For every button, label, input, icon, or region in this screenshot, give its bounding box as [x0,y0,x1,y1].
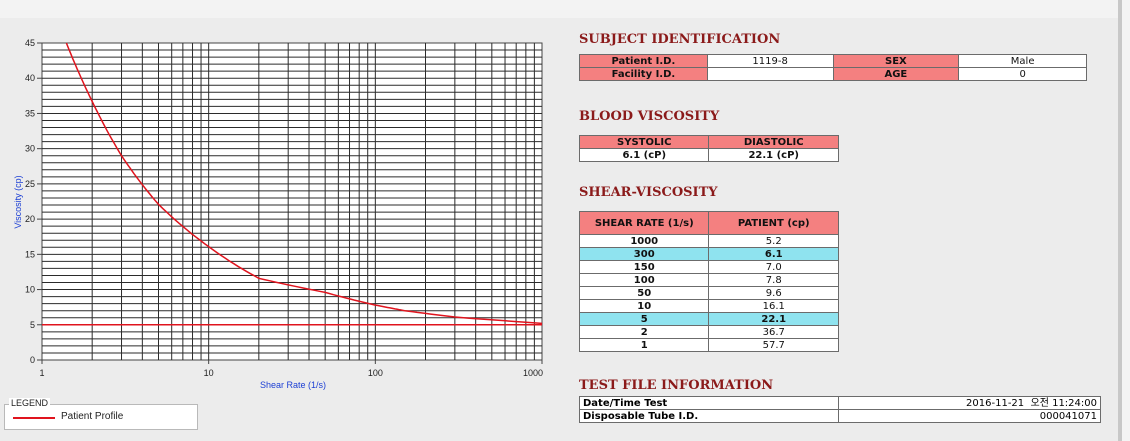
scrollbar-track[interactable] [1118,0,1122,441]
plot-grid [42,43,542,360]
diastolic-header: DIASTOLIC [708,135,839,149]
series-patient-profile-curve [65,42,543,325]
patient-cp-cell: 22.1 [708,312,839,326]
shear-row: 50 9.6 [578,286,839,300]
shear-viscosity-title: SHEAR-VISCOSITY [579,185,718,200]
shear-rate-cell: 150 [578,260,710,274]
shear-rate-cell: 10 [578,299,710,313]
x-tick-label: 1 [39,368,44,378]
window-top-bar [0,0,1130,18]
patient-cp-cell: 16.1 [708,299,839,313]
y-tick-label: 5 [30,320,35,330]
blood-viscosity-value-row: 6.1 (cP) 22.1 (cP) [578,148,839,162]
shear-rate-cell: 50 [578,286,710,300]
y-tick-label: 20 [25,214,35,224]
y-tick-label: 30 [25,144,35,154]
shear-row: 150 7.0 [578,260,839,274]
shear-row: 5 22.1 [578,312,839,326]
series-layer [42,42,543,326]
patient-cp-cell: 36.7 [708,325,839,339]
shear-header-row: SHEAR RATE (1/s) PATIENT (cp) [578,211,839,235]
subject-table: Patient I.D. 1119-8 SEX Male Facility I.… [579,54,1087,81]
blood-viscosity-title: BLOOD VISCOSITY [579,109,720,124]
shear-rate-cell: 100 [578,273,710,287]
y-tick-label: 35 [25,108,35,118]
legend-swatch-patient-profile [13,417,55,419]
blood-viscosity-header-row: SYSTOLIC DIASTOLIC [578,135,839,149]
x-tick-label: 100 [368,368,383,378]
facility-id-value [706,67,834,81]
datetime-value: 2016-11-21 오전 11:24:00 [838,396,1101,410]
y-tick-label: 0 [30,355,35,365]
y-tick-label: 15 [25,249,35,259]
x-axis-title: Shear Rate (1/s) [260,380,326,390]
x-tick-label: 10 [204,368,214,378]
y-tick-label: 25 [25,179,35,189]
window-right-gutter [1122,0,1130,441]
shear-row: 1 57.7 [578,338,839,352]
shear-rate-header: SHEAR RATE (1/s) [578,211,710,235]
y-tick-label: 40 [25,73,35,83]
plot-area [41,42,543,361]
shear-row: 10 16.1 [578,299,839,313]
subject-identification-title: SUBJECT IDENTIFICATION [579,32,781,47]
patient-id-label: Patient I.D. [579,54,708,68]
patient-cp-cell: 6.1 [708,247,839,261]
shear-row: 100 7.8 [578,273,839,287]
subject-row-patient: Patient I.D. 1119-8 SEX Male [579,54,1087,68]
shear-viscosity-table: SHEAR RATE (1/s) PATIENT (cp) 1000 5.2 30… [578,211,839,352]
subject-row-facility: Facility I.D. AGE 0 [579,67,1087,81]
tube-id-value: 000041071 [838,409,1101,423]
legend-label-patient-profile: Patient Profile [61,411,124,422]
shear-row: 2 36.7 [578,325,839,339]
shear-rate-cell: 300 [578,247,710,261]
patient-cp-cell: 57.7 [708,338,839,352]
test-file-table: Date/Time Test 2016-11-21 오전 11:24:00 Di… [578,396,1101,423]
systolic-value: 6.1 (cP) [578,148,710,162]
shear-rate-cell: 1 [578,338,710,352]
y-axis-title: Viscosity (cp) [13,175,23,228]
blood-viscosity-table: SYSTOLIC DIASTOLIC 6.1 (cP) 22.1 (cP) [578,135,839,162]
shear-rate-cell: 5 [578,312,710,326]
shear-row: 300 6.1 [578,247,839,261]
diastolic-value: 22.1 (cP) [708,148,839,162]
patient-cp-cell: 9.6 [708,286,839,300]
y-tick-label: 45 [25,38,35,48]
test-file-row-datetime: Date/Time Test 2016-11-21 오전 11:24:00 [578,396,1101,410]
y-tick-label: 10 [25,285,35,295]
legend-box: LEGEND Patient Profile [4,398,198,430]
test-file-row-tube: Disposable Tube I.D. 000041071 [578,409,1101,423]
patient-cp-cell: 5.2 [708,234,839,248]
datetime-label: Date/Time Test [578,396,840,410]
patient-cp-cell: 7.8 [708,273,839,287]
x-axis: 1 10 100 1000 [39,360,543,378]
age-value: 0 [958,67,1087,81]
facility-id-label: Facility I.D. [579,67,708,81]
systolic-header: SYSTOLIC [578,135,710,149]
patient-id-value: 1119-8 [706,54,834,68]
y-axis: 0 5 10 15 20 25 30 35 40 45 [25,38,42,365]
patient-cp-cell: 7.0 [708,260,839,274]
tube-id-label: Disposable Tube I.D. [578,409,840,423]
age-label: AGE [832,67,960,81]
shear-rate-cell: 2 [578,325,710,339]
test-file-information-title: TEST FILE INFORMATION [579,378,774,393]
shear-row: 1000 5.2 [578,234,839,248]
shear-rate-cell: 1000 [578,234,710,248]
sex-label: SEX [832,54,960,68]
viscosity-chart: 0 5 10 15 20 25 30 35 40 45 1 10 100 1000 Shear Rate… [0,32,560,394]
legend-title: LEGEND [9,398,51,408]
viscosity-chart-svg: 0 5 10 15 20 25 30 35 40 45 1 10 100 1000 Shear Rate… [13,38,543,390]
patient-cp-header: PATIENT (cp) [708,211,839,235]
sex-value: Male [958,54,1087,68]
x-tick-label: 1000 [523,368,543,378]
